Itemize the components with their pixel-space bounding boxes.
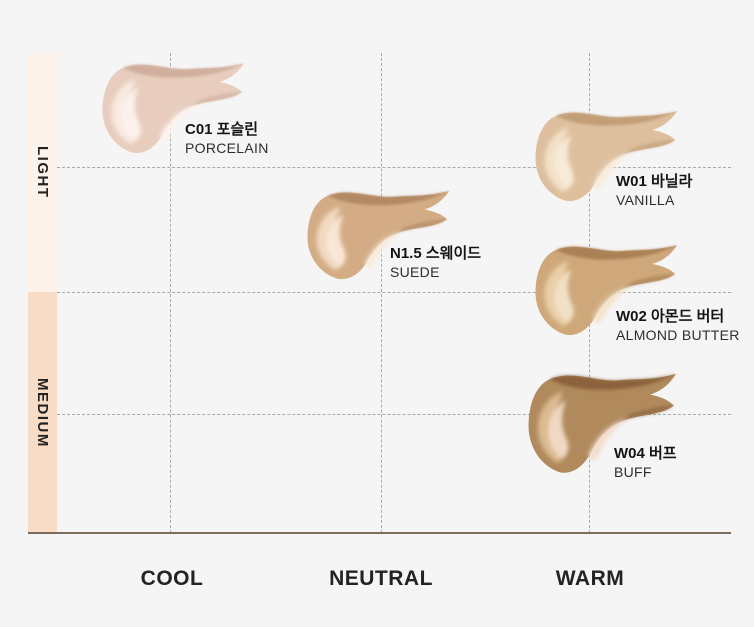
shade-name-english: SUEDE — [390, 264, 440, 280]
shade-name-english: VANILLA — [616, 192, 675, 208]
shade-name-english: ALMOND BUTTER — [616, 327, 740, 343]
shade-name: W01 바닐라 — [616, 173, 693, 190]
shade-name-english: PORCELAIN — [185, 140, 269, 156]
shade-label-w02: W02 아몬드 버터 ALMOND BUTTER — [616, 307, 740, 344]
depth-label-medium: MEDIUM — [34, 377, 51, 448]
undertone-label-warm: WARM — [555, 567, 625, 590]
shade-label-w04: W04 버프 BUFF — [614, 444, 677, 481]
gridline-vertical-neutral — [381, 53, 382, 533]
depth-bar-medium: MEDIUM — [28, 292, 57, 533]
shade-name: C01 포슬린 — [185, 121, 259, 138]
undertone-label-neutral: NEUTRAL — [329, 567, 433, 590]
shade-name: W02 아몬드 버터 — [616, 308, 725, 325]
gridline-horizontal-2 — [57, 292, 731, 293]
shade-name-english: BUFF — [614, 464, 652, 480]
depth-bar-light: LIGHT — [28, 53, 57, 292]
gridline-vertical-cool — [170, 53, 171, 533]
gridline-horizontal-1 — [57, 167, 731, 168]
undertone-label-cool: COOL — [140, 567, 204, 590]
shade-label-n1-5: N1.5 스웨이드 SUEDE — [390, 244, 481, 281]
shade-label-w01: W01 바닐라 VANILLA — [616, 172, 692, 209]
shade-name: N1.5 스웨이드 — [390, 245, 482, 262]
depth-label-light: LIGHT — [34, 146, 51, 199]
shade-label-c01: C01 포슬린 PORCELAIN — [185, 120, 269, 157]
shade-name: W04 버프 — [614, 445, 677, 462]
gridline-horizontal-3 — [57, 414, 731, 415]
axis-baseline — [28, 532, 731, 534]
